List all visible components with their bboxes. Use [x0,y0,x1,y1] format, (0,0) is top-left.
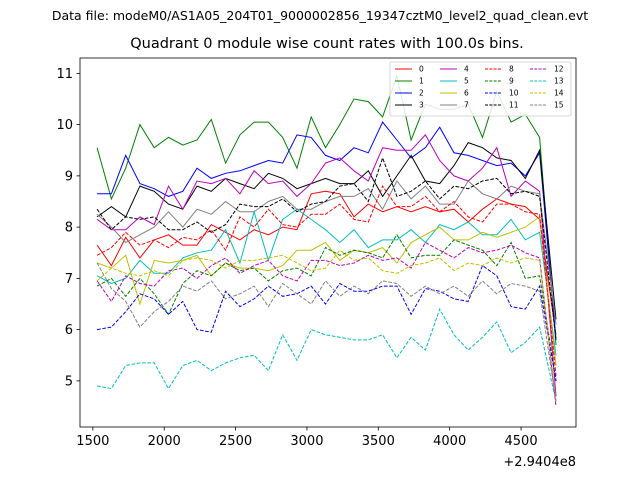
legend-label-15: 15 [554,101,564,110]
figure-suptitle: Data file: modeM0/AS1A05_204T01_90000028… [52,8,588,23]
chart-title: Quadrant 0 module wise count rates with … [130,36,524,52]
y-tick-label: 9 [65,169,73,184]
legend-label-10: 10 [509,89,519,98]
legend-label-7: 7 [464,101,469,110]
series-line-9 [96,233,557,381]
series-line-1 [96,74,557,346]
legend-label-8: 8 [509,65,514,74]
legend-label-5: 5 [464,77,469,86]
x-offset-label: +2.9404e8 [503,455,576,470]
legend-label-2: 2 [419,89,424,98]
series-line-3 [96,141,557,320]
series-line-11 [96,156,557,340]
legend-label-0: 0 [419,65,424,74]
y-tick-label: 7 [65,272,73,287]
series-line-10 [97,264,557,381]
legend-label-1: 1 [419,77,424,86]
x-tick-label: 3000 [290,434,323,449]
y-tick-label: 10 [56,118,73,133]
series-line-13 [97,307,557,402]
series-line-15 [96,262,557,402]
series-line-12 [96,241,557,407]
y-tick-label: 5 [65,374,73,389]
series-layer [96,74,557,407]
legend-label-4: 4 [464,65,469,74]
legend-label-6: 6 [464,89,469,98]
y-tick-label: 11 [56,67,73,82]
series-line-5 [96,208,557,356]
x-tick-label: 2500 [219,434,252,449]
series-line-6 [96,215,557,366]
x-tick-label: 1500 [76,434,109,449]
x-tick-label: 4000 [433,434,466,449]
legend-label-11: 11 [509,101,519,110]
x-tick-label: 4500 [505,434,538,449]
x-tick-label: 3500 [362,434,395,449]
plot-frame [79,57,577,428]
y-tick-label: 6 [65,323,73,338]
legend-label-13: 13 [554,77,564,86]
legend-label-3: 3 [419,101,424,110]
x-tick-label: 2000 [148,434,181,449]
legend-label-9: 9 [509,77,514,86]
y-tick-label: 8 [65,221,73,236]
legend-box [389,61,572,117]
series-line-8 [96,185,557,376]
series-line-14 [96,249,557,402]
legend-label-14: 14 [554,89,564,98]
legend-label-12: 12 [554,65,564,74]
series-line-4 [96,134,557,397]
series-line-0 [96,190,557,335]
